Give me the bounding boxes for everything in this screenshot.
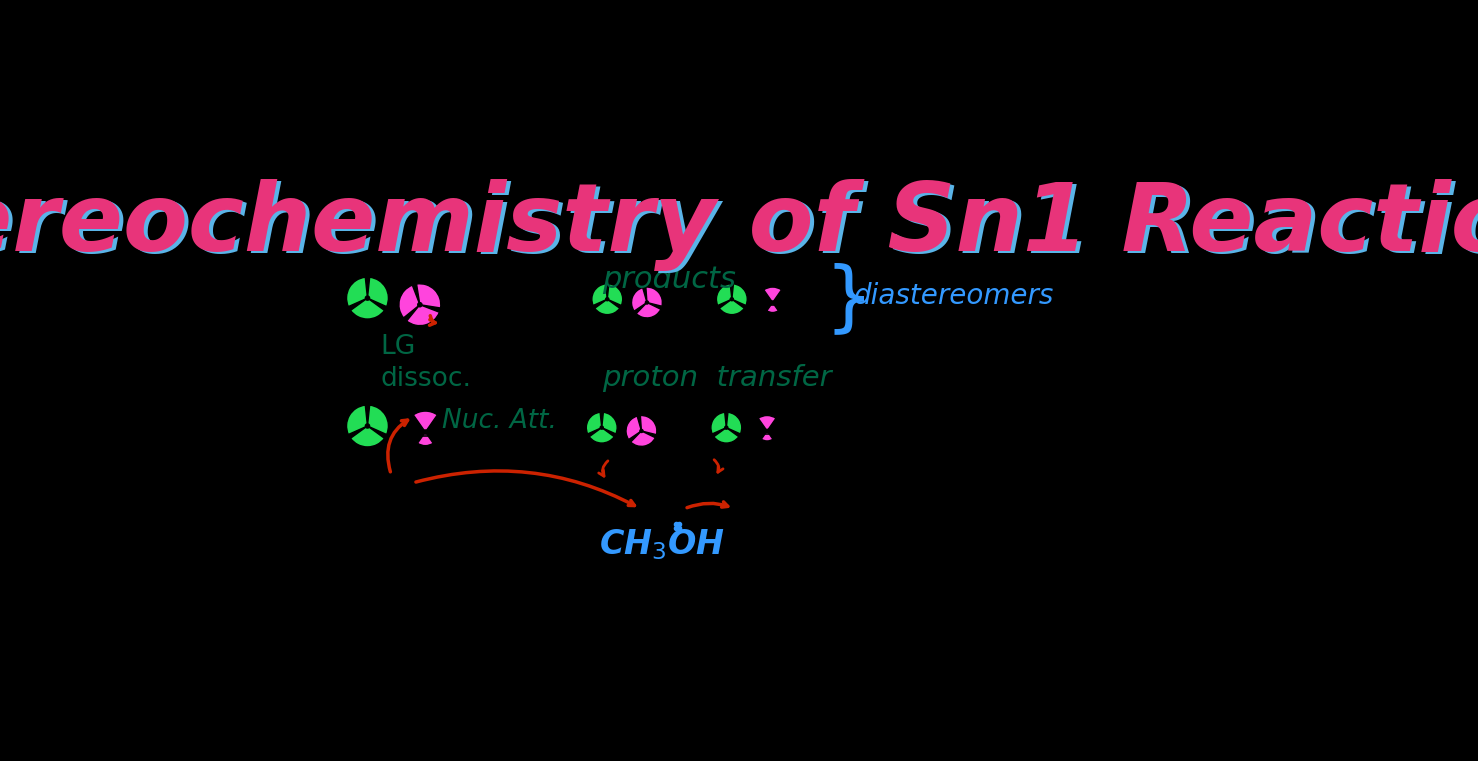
Wedge shape: [590, 428, 615, 443]
Wedge shape: [587, 412, 602, 434]
Circle shape: [365, 424, 370, 428]
Wedge shape: [732, 284, 748, 305]
Wedge shape: [714, 428, 739, 443]
Wedge shape: [406, 304, 439, 326]
Wedge shape: [414, 411, 437, 432]
Wedge shape: [368, 405, 389, 435]
Wedge shape: [591, 284, 607, 305]
Wedge shape: [720, 299, 745, 314]
Wedge shape: [764, 287, 782, 303]
Circle shape: [600, 426, 603, 429]
Wedge shape: [726, 412, 742, 434]
Text: Stereochemistry of Sn1 Reactions: Stereochemistry of Sn1 Reactions: [0, 179, 1478, 271]
Wedge shape: [350, 298, 384, 319]
Wedge shape: [711, 412, 726, 434]
Text: CH$_3$OH: CH$_3$OH: [599, 527, 726, 562]
Text: products: products: [602, 265, 736, 294]
Wedge shape: [594, 299, 619, 314]
Text: Stereochemistry of Sn1 Reactions: Stereochemistry of Sn1 Reactions: [0, 180, 1478, 272]
Wedge shape: [646, 287, 662, 306]
Text: diastereomers: diastereomers: [854, 282, 1054, 310]
Wedge shape: [636, 303, 661, 318]
Circle shape: [730, 298, 733, 301]
Text: }: }: [825, 263, 873, 336]
Text: proton  transfer: proton transfer: [602, 365, 831, 392]
Wedge shape: [761, 431, 773, 441]
Circle shape: [418, 303, 421, 307]
Wedge shape: [717, 284, 732, 305]
Wedge shape: [417, 284, 440, 308]
Circle shape: [606, 298, 609, 301]
Circle shape: [772, 301, 774, 304]
Circle shape: [423, 430, 427, 434]
Wedge shape: [602, 412, 618, 434]
Wedge shape: [767, 303, 779, 313]
Wedge shape: [350, 426, 384, 447]
Wedge shape: [627, 416, 641, 440]
Wedge shape: [631, 288, 647, 311]
Text: Nuc. Att.: Nuc. Att.: [442, 409, 557, 435]
Wedge shape: [631, 431, 655, 447]
Wedge shape: [640, 416, 656, 435]
Circle shape: [646, 301, 649, 304]
Wedge shape: [368, 277, 389, 307]
Wedge shape: [418, 432, 433, 446]
Wedge shape: [346, 405, 368, 435]
Wedge shape: [346, 277, 368, 307]
Wedge shape: [399, 285, 420, 318]
Wedge shape: [607, 284, 622, 305]
Wedge shape: [758, 416, 776, 431]
Circle shape: [640, 429, 643, 432]
Circle shape: [724, 426, 727, 429]
Text: LG
dissoc.: LG dissoc.: [380, 334, 471, 392]
Circle shape: [365, 296, 370, 300]
Circle shape: [766, 429, 769, 432]
